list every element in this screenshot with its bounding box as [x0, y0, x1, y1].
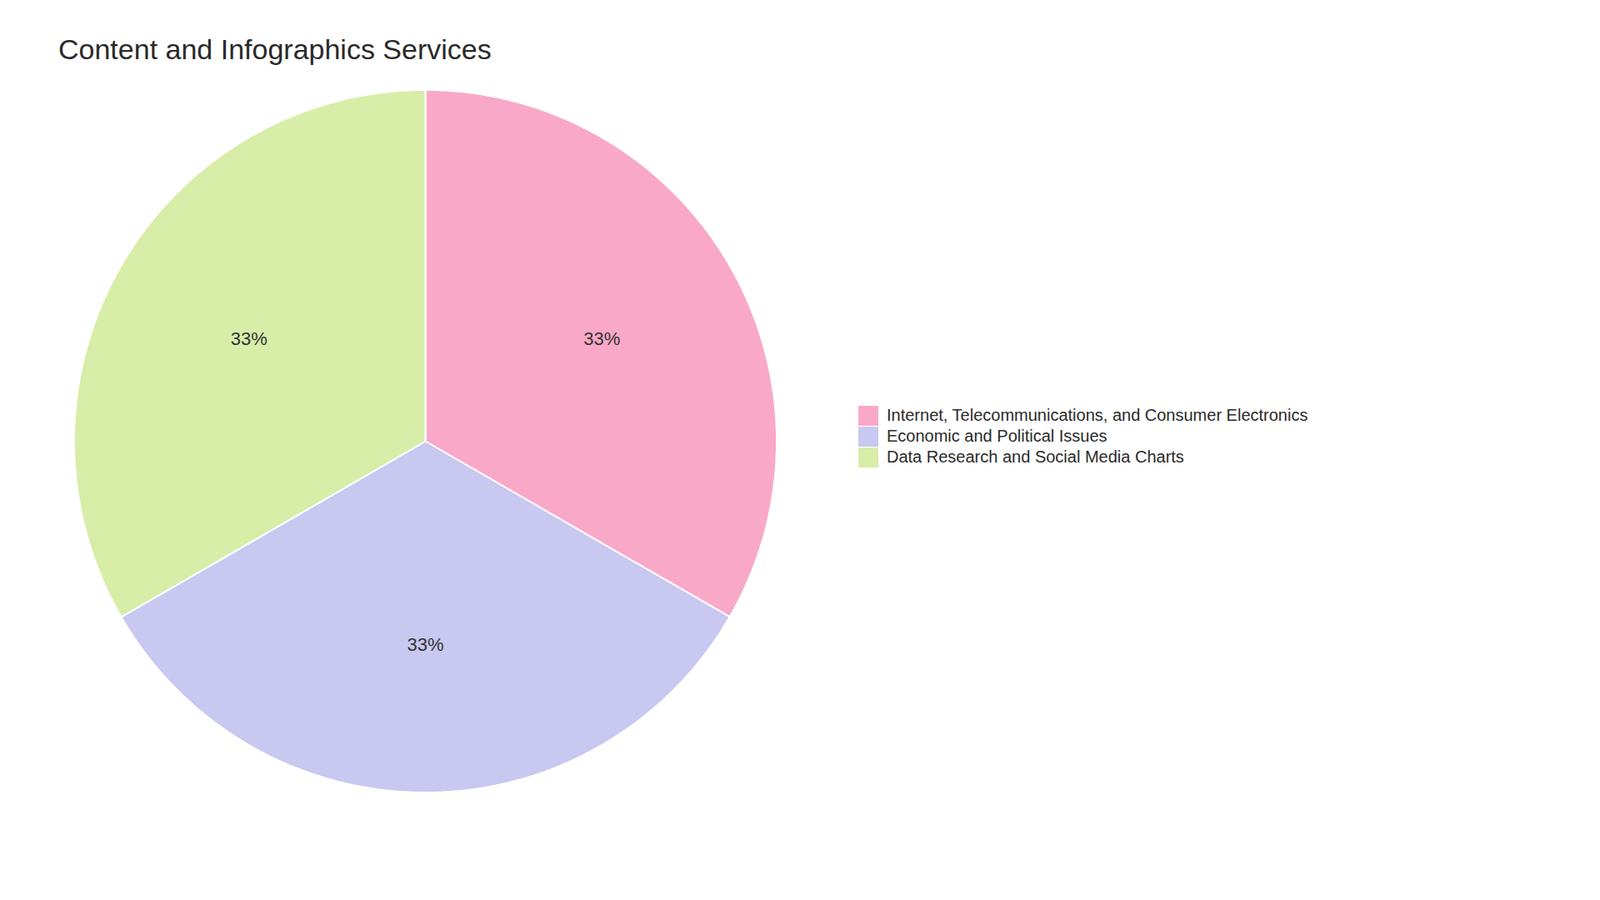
svg-text:33%: 33%	[230, 328, 268, 350]
html-text:Economic and Political Issues: Economic and Political Issues	[886, 426, 1108, 445]
svg-text:33%: 33%	[407, 634, 445, 655]
html-text:Internet, Telecommunications,: Internet, Telecommunications, and Consum…	[886, 405, 1308, 425]
html-text:Data Research and Social Media: Data Research and Social Media Charts	[886, 447, 1185, 466]
svg-text:33%: 33%	[583, 328, 620, 350]
html-text:Content and Infographics Servi: Content and Infographics Services	[58, 33, 492, 65]
